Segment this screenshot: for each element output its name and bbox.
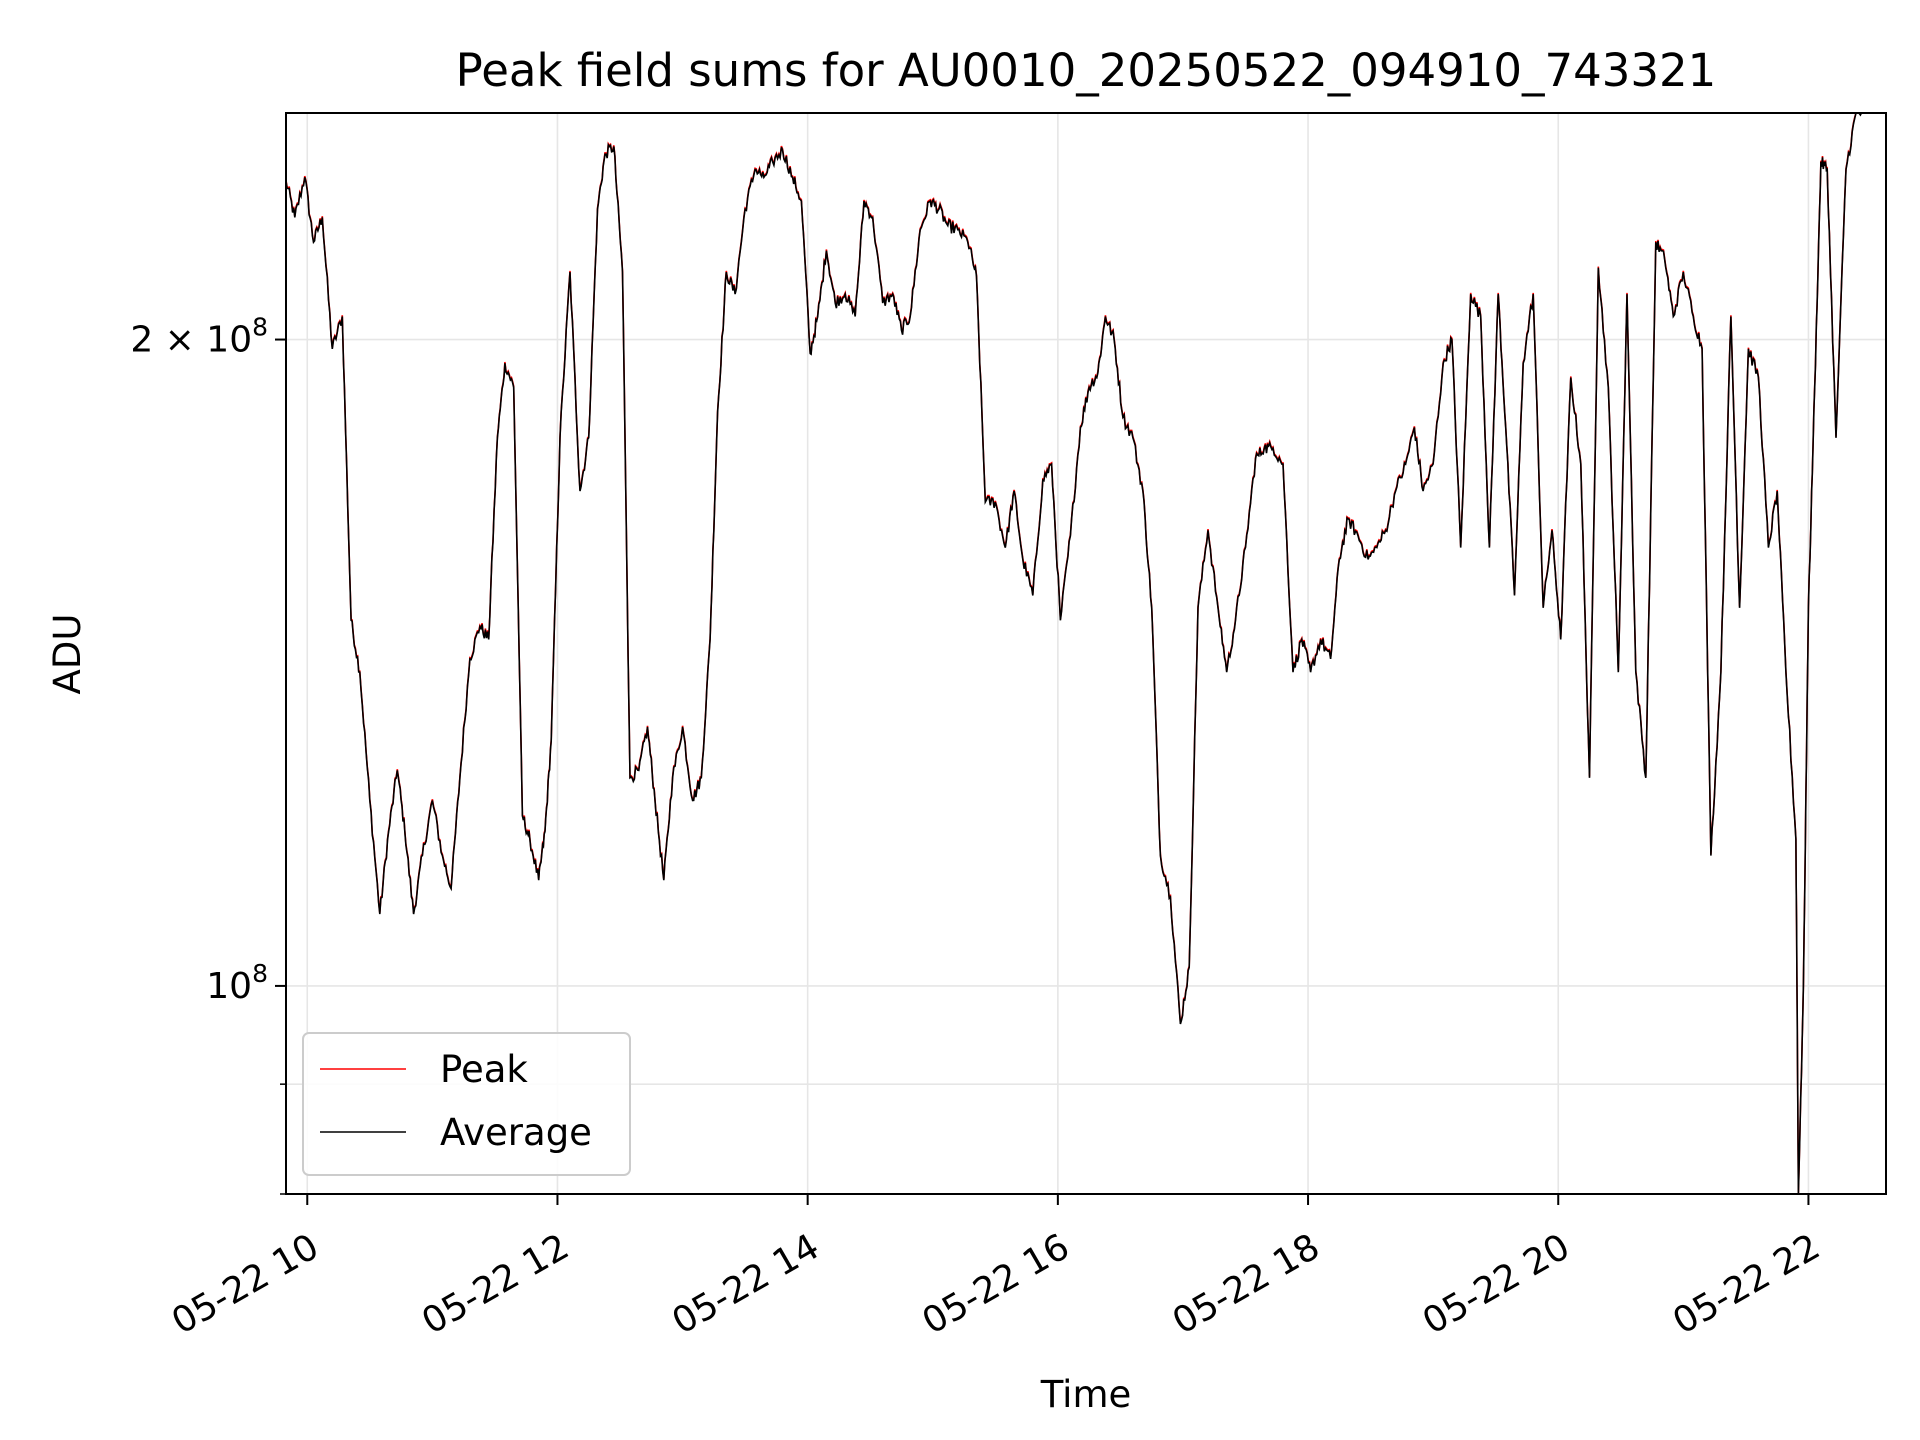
series-layer <box>285 112 1864 1195</box>
series-line-average <box>285 112 1864 1195</box>
chart-title: Peak field sums for AU0010_20250522_0949… <box>456 44 1717 97</box>
plot-frame <box>285 112 1887 1195</box>
legend: Peak Average <box>302 1032 631 1176</box>
legend-label-average: Average <box>440 1111 592 1154</box>
y-axis-label: ADU <box>46 614 89 695</box>
y-axis: 108 2 × 108 <box>130 313 286 1195</box>
legend-label-peak: Peak <box>440 1048 528 1091</box>
x-axis-label: Time <box>1040 1373 1132 1416</box>
y-tick-label: 108 <box>206 959 268 1007</box>
y-tick-label: 2 × 108 <box>130 313 268 361</box>
